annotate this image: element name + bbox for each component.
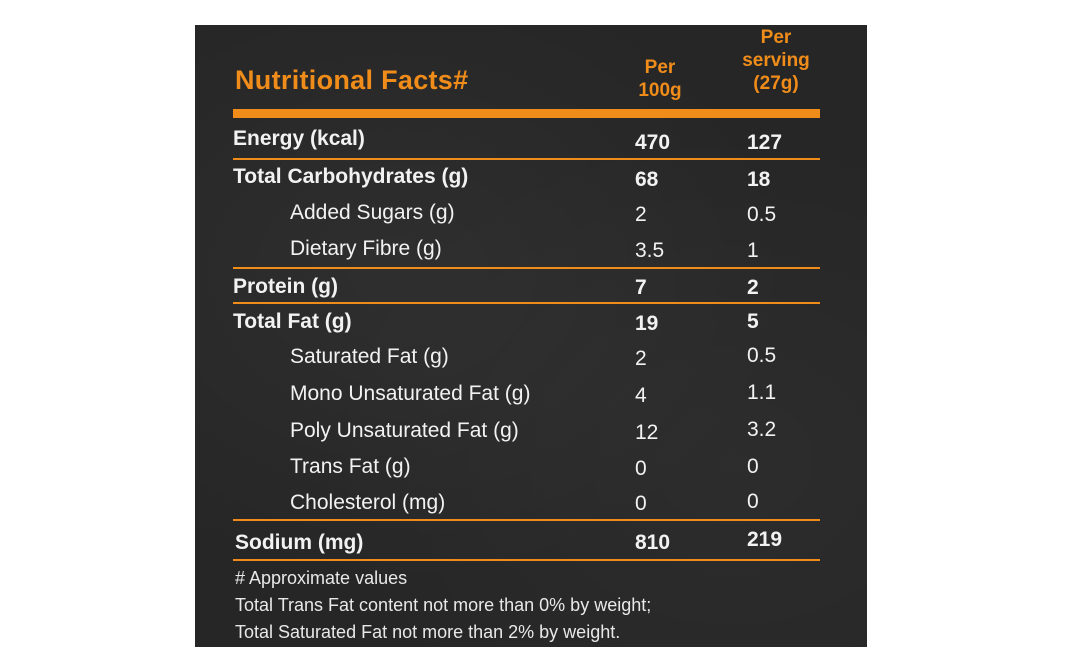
nutrition-label: Nutritional Facts# Per 100g Per serving … [195,25,867,647]
header-line: 100g [638,80,682,101]
nutrient-name: Mono Unsaturated Fat (g) [290,382,531,405]
nutrient-name: Added Sugars (g) [290,201,455,224]
value-per-serving: 219 [747,528,783,551]
value-per-serving: 18 [747,168,771,191]
value-per-serving: 2 [747,276,759,299]
header-line: (27g) [753,73,799,94]
value-per-serving: 5 [747,310,759,333]
value-per-serving: 1.1 [747,381,777,404]
section-rule [233,302,820,304]
nutrient-name: Energy (kcal) [233,127,365,150]
footnote: Total Saturated Fat not more than 2% by … [235,622,621,642]
value-per-serving: 127 [747,131,783,154]
nutrient-name: Total Carbohydrates (g) [233,165,469,188]
nutrient-name: Protein (g) [233,275,338,298]
header-line: Per [644,57,676,78]
footnote: Total Trans Fat content not more than 0%… [235,595,652,615]
value-per-serving: 0 [747,490,759,513]
nutrient-name: Sodium (mg) [235,531,364,554]
nutrient-name: Dietary Fibre (g) [290,237,442,260]
value-per-100g: 810 [635,531,671,554]
value-per-serving: 0.5 [747,203,777,226]
header-per-serving: Per serving (27g) [730,26,822,95]
header-rule [233,109,820,118]
section-rule [233,559,820,561]
value-per-100g: 2 [635,347,647,370]
value-per-100g: 4 [635,384,647,407]
section-rule [233,267,820,269]
value-per-100g: 3.5 [635,239,665,262]
value-per-100g: 0 [635,492,647,515]
header-line: Per [760,27,792,48]
value-per-100g: 0 [635,457,647,480]
nutrient-name: Saturated Fat (g) [290,345,449,368]
nutrient-name: Cholesterol (mg) [290,491,446,514]
footnote: # Approximate values [235,568,408,588]
value-per-serving: 0 [747,455,759,478]
value-per-100g: 2 [635,203,647,226]
value-per-serving: 1 [747,239,759,262]
section-rule [233,158,820,160]
header-line: serving [742,50,810,71]
table-title: Nutritional Facts# [235,65,469,95]
nutrient-name: Trans Fat (g) [290,455,411,478]
value-per-100g: 68 [635,168,659,191]
value-per-100g: 470 [635,131,671,154]
header-per-100g: Per 100g [615,56,705,102]
value-per-100g: 12 [635,421,659,444]
value-per-serving: 0.5 [747,344,777,367]
nutrient-name: Total Fat (g) [233,310,352,333]
value-per-100g: 19 [635,312,659,335]
value-per-serving: 3.2 [747,418,777,441]
section-rule [233,519,820,521]
nutrient-name: Poly Unsaturated Fat (g) [290,419,519,442]
value-per-100g: 7 [635,276,647,299]
